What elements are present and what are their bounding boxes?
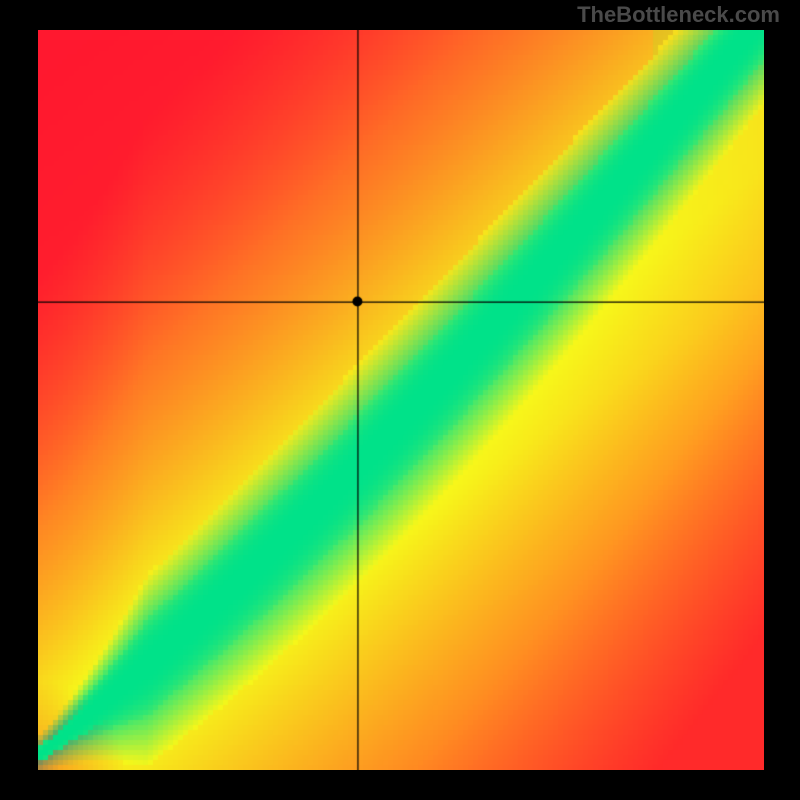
watermark-text: TheBottleneck.com xyxy=(577,2,780,28)
bottleneck-heatmap xyxy=(38,30,764,770)
heatmap-canvas xyxy=(38,30,764,770)
